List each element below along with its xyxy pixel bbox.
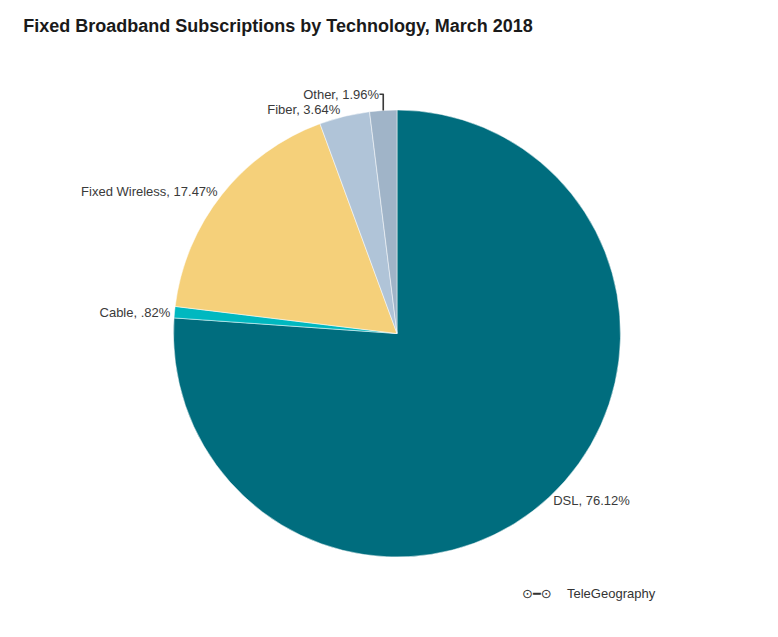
svg-text:Fiber, 3.64%: Fiber, 3.64% <box>267 102 340 117</box>
svg-text:Other, 1.96%: Other, 1.96% <box>303 87 379 102</box>
svg-text:Cable, .82%: Cable, .82% <box>100 305 171 320</box>
svg-text:⊙━⊙: ⊙━⊙ <box>522 586 552 601</box>
svg-text:DSL, 76.12%: DSL, 76.12% <box>553 493 630 508</box>
svg-text:Fixed Broadband Subscriptions: Fixed Broadband Subscriptions by Technol… <box>23 16 532 36</box>
svg-text:TeleGeography: TeleGeography <box>567 586 656 601</box>
svg-text:Fixed Wireless, 17.47%: Fixed Wireless, 17.47% <box>81 184 218 199</box>
